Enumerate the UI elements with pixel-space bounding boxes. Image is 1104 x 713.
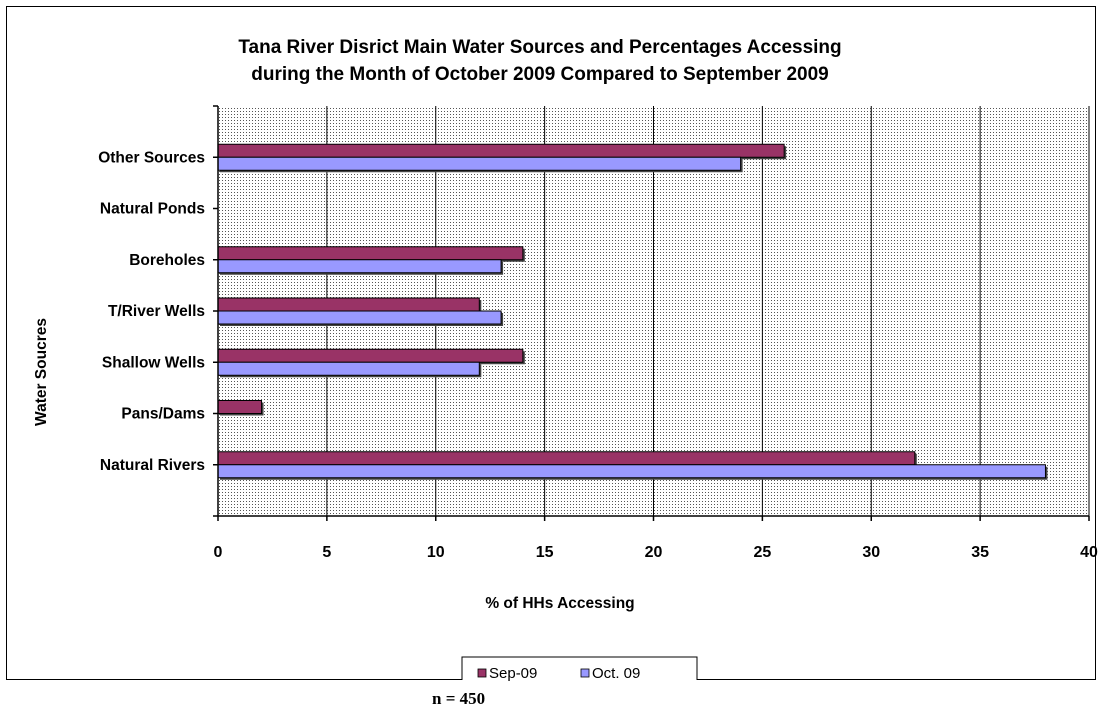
x-tick-label: 30 bbox=[862, 544, 880, 561]
x-tick-label: 5 bbox=[322, 544, 331, 561]
bar-sep-09 bbox=[217, 246, 524, 261]
category-label: Shallow Wells bbox=[102, 354, 205, 371]
x-tick-label: 15 bbox=[536, 544, 554, 561]
bar-sep-09 bbox=[217, 348, 524, 363]
legend-label-sep: Sep-09 bbox=[489, 665, 537, 682]
x-tick-label: 35 bbox=[971, 544, 989, 561]
bar-oct-09 bbox=[217, 156, 742, 171]
x-tick-label: 0 bbox=[214, 544, 223, 561]
bar-oct-09 bbox=[217, 361, 480, 376]
x-tick-label: 25 bbox=[753, 544, 771, 561]
x-tick-labels: 0 5 10 15 20 25 30 35 40 bbox=[214, 544, 1098, 561]
bar-oct-09 bbox=[217, 464, 1046, 479]
chart-title-line-2: during the Month of October 2009 Compare… bbox=[251, 64, 829, 85]
category-label: Natural Ponds bbox=[100, 201, 205, 218]
category-label: Natural Rivers bbox=[100, 457, 205, 474]
axis-ticks bbox=[213, 105, 1090, 521]
bar-oct-09 bbox=[217, 259, 502, 274]
chart-title-line-1: Tana River Disrict Main Water Sources an… bbox=[238, 37, 841, 58]
bar-sep-09 bbox=[217, 400, 263, 414]
category-label: T/River Wells bbox=[108, 303, 205, 320]
sample-size-note: n = 450 bbox=[432, 689, 485, 708]
gridlines bbox=[326, 106, 1090, 516]
legend: Sep-09 Oct. 09 bbox=[461, 656, 698, 682]
category-labels: Natural Rivers Pans/Dams Shallow Wells T/Ri… bbox=[98, 149, 205, 474]
y-axis-title: Water Soucres bbox=[33, 318, 50, 426]
category-label: Other Sources bbox=[98, 149, 205, 166]
legend-label-oct: Oct. 09 bbox=[592, 665, 640, 682]
bar-sep-09 bbox=[217, 297, 480, 312]
x-axis-title: % of HHs Accessing bbox=[485, 595, 634, 612]
bar-oct-09 bbox=[217, 310, 502, 325]
category-label: Boreholes bbox=[129, 252, 205, 269]
bar-sep-09 bbox=[217, 143, 785, 158]
bar-sep-09 bbox=[217, 451, 916, 466]
legend-swatch-sep bbox=[477, 668, 487, 678]
legend-box bbox=[461, 656, 698, 680]
category-label: Pans/Dams bbox=[121, 406, 205, 423]
x-tick-label: 20 bbox=[645, 544, 663, 561]
x-tick-label: 40 bbox=[1080, 544, 1098, 561]
x-tick-label: 10 bbox=[427, 544, 445, 561]
legend-swatch-oct bbox=[580, 668, 590, 678]
bars bbox=[217, 143, 1048, 480]
